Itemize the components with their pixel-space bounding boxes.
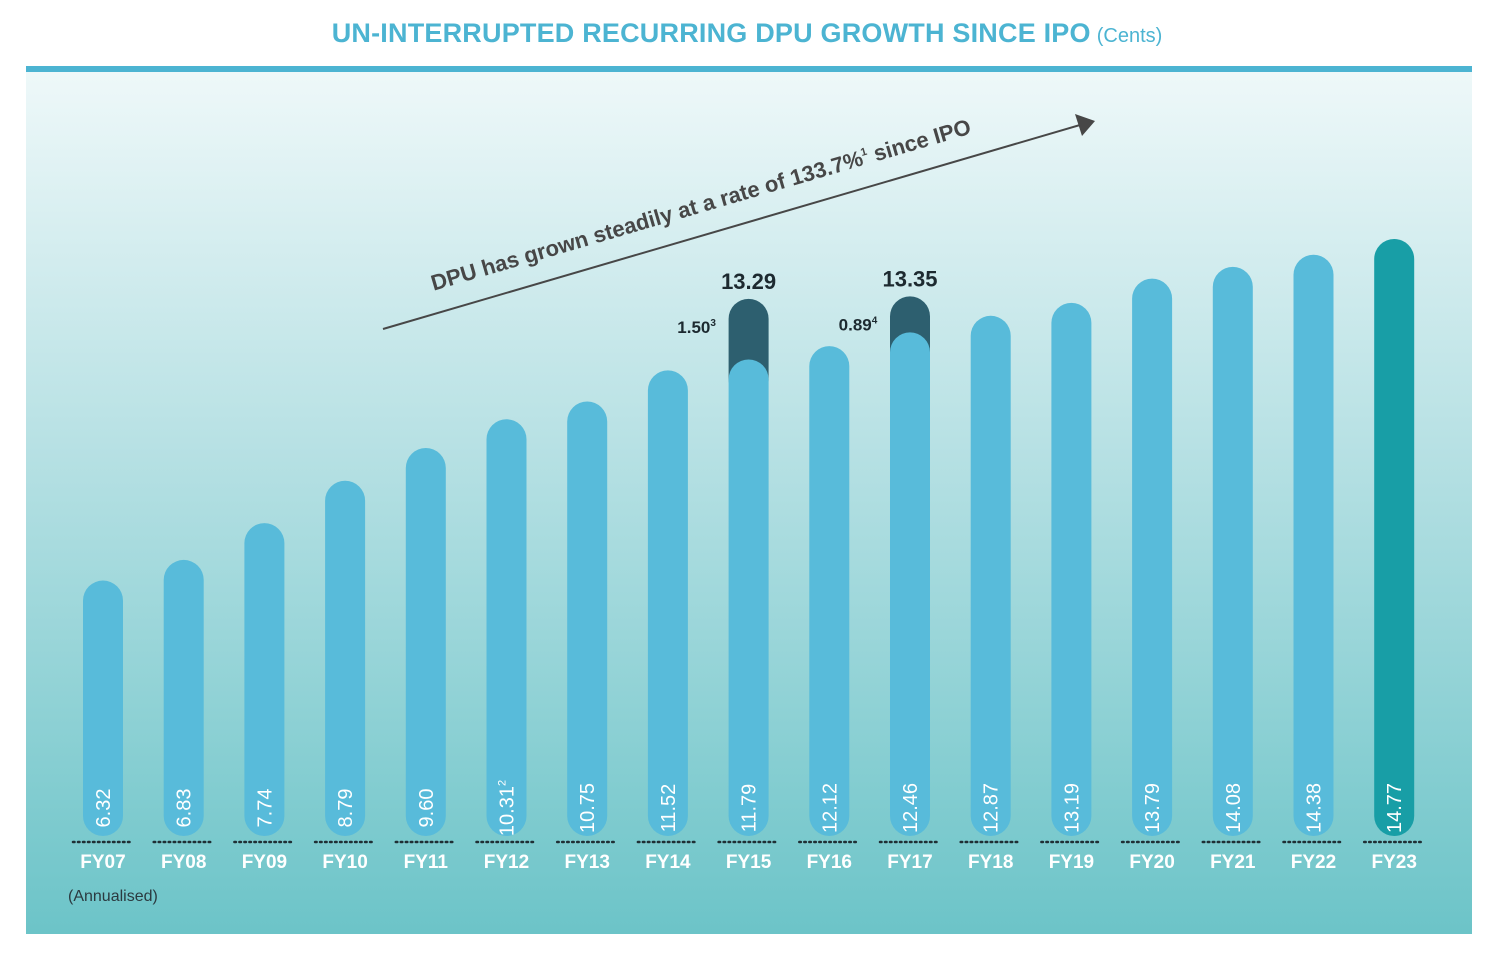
value-label-fy12: 10.312 bbox=[497, 780, 519, 836]
bar-fy22 bbox=[1293, 254, 1334, 837]
stacked-total-label-fy17: 13.35 bbox=[882, 266, 937, 291]
value-label-fy14: 11.52 bbox=[658, 784, 680, 833]
x-tick-label-fy21: FY21 bbox=[1210, 852, 1256, 873]
x-tick-label-fy18: FY18 bbox=[968, 852, 1013, 873]
bar-fy13 bbox=[567, 401, 608, 836]
bar-fy15 bbox=[728, 359, 769, 836]
bar-fy07 bbox=[83, 580, 123, 836]
footnote-annualised: (Annualised) bbox=[68, 888, 158, 905]
value-label-fy10: 8.79 bbox=[335, 789, 357, 828]
x-tick-label-fy15: FY15 bbox=[726, 852, 772, 873]
chart-title-unit: (Cents) bbox=[1096, 25, 1163, 47]
stacked-total-label-fy15: 13.29 bbox=[721, 269, 776, 294]
value-label-fy20: 13.79 bbox=[1142, 783, 1164, 833]
value-label-fy21: 14.08 bbox=[1223, 783, 1245, 833]
value-label-fy13: 10.75 bbox=[577, 783, 599, 833]
value-label-fy23: 14.77 bbox=[1384, 783, 1406, 833]
bar-fy11 bbox=[405, 447, 446, 836]
value-label-fy07: 6.32 bbox=[93, 789, 115, 828]
value-label-fy16: 12.12 bbox=[819, 783, 841, 833]
x-tick-label-fy10: FY10 bbox=[322, 852, 367, 873]
x-tick-label-fy07: FY07 bbox=[80, 852, 125, 873]
title-rule bbox=[26, 66, 1472, 72]
bar-fy19 bbox=[1051, 302, 1092, 836]
value-label-fy19: 13.19 bbox=[1061, 783, 1083, 833]
x-tick-label-fy13: FY13 bbox=[564, 852, 609, 873]
bar-fy10 bbox=[325, 480, 366, 836]
x-tick-label-fy17: FY17 bbox=[887, 852, 932, 873]
x-tick-label-fy09: FY09 bbox=[242, 852, 287, 873]
value-label-fy09: 7.74 bbox=[254, 789, 276, 828]
x-tick-label-fy23: FY23 bbox=[1371, 852, 1416, 873]
bar-fy12 bbox=[486, 419, 527, 836]
x-tick-label-fy11: FY11 bbox=[404, 852, 449, 873]
bar-fy17 bbox=[890, 332, 930, 836]
bar-fy21 bbox=[1212, 266, 1253, 836]
x-tick-label-fy08: FY08 bbox=[161, 852, 206, 873]
chart-title-main: UN-INTERRUPTED RECURRING DPU GROWTH SINC… bbox=[331, 18, 1091, 48]
value-label-fy18: 12.87 bbox=[981, 783, 1003, 833]
bar-fy08 bbox=[163, 559, 204, 836]
value-label-fy17: 12.46 bbox=[900, 783, 922, 833]
x-tick-label-fy19: FY19 bbox=[1049, 852, 1094, 873]
bar-fy14 bbox=[647, 370, 688, 836]
value-label-fy15: 11.79 bbox=[739, 784, 761, 833]
x-tick-label-fy14: FY14 bbox=[645, 852, 691, 873]
stacked-segment-label-fy15: 1.503 bbox=[677, 318, 716, 337]
trend-arrow-line bbox=[382, 124, 1081, 330]
value-label-fy22: 14.38 bbox=[1304, 783, 1326, 833]
bar-fy16 bbox=[809, 346, 850, 836]
x-tick-label-fy22: FY22 bbox=[1291, 852, 1336, 873]
x-tick-label-fy20: FY20 bbox=[1129, 852, 1174, 873]
bar-fy09 bbox=[244, 523, 285, 836]
trend-arrow-head bbox=[1075, 114, 1095, 136]
bar-fy23 bbox=[1374, 239, 1415, 836]
bar-fy18 bbox=[970, 315, 1011, 836]
stacked-segment-label-fy17: 0.894 bbox=[839, 315, 878, 334]
x-tick-label-fy16: FY16 bbox=[807, 852, 852, 873]
value-label-fy08: 6.83 bbox=[174, 789, 196, 828]
value-label-fy11: 9.60 bbox=[416, 789, 438, 828]
x-tick-label-fy12: FY12 bbox=[484, 852, 529, 873]
bar-fy20 bbox=[1132, 278, 1173, 836]
chart-title: UN-INTERRUPTED RECURRING DPU GROWTH SINC… bbox=[0, 18, 1494, 49]
